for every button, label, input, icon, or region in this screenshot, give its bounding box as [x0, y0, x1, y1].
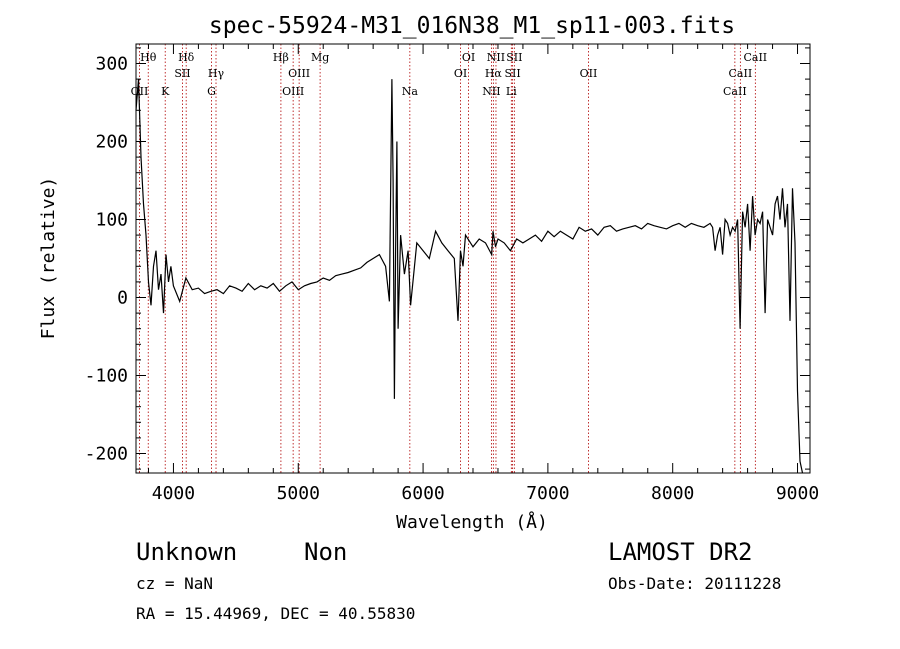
- marker-label-6: G: [207, 85, 216, 98]
- y-tick-label-1: -100: [85, 366, 128, 387]
- x-tick-label-4: 8000: [651, 483, 694, 504]
- y-tick-label-4: 200: [95, 132, 128, 153]
- marker-label-21: CaII: [743, 51, 767, 64]
- y-axis-label: Flux (relative): [38, 177, 59, 340]
- survey-name: LAMOST DR2: [608, 538, 753, 566]
- marker-label-4: SII: [174, 67, 190, 80]
- marker-label-14: NII: [487, 51, 505, 64]
- marker-label-22: CaII: [729, 67, 753, 80]
- y-tick-label-0: -200: [85, 444, 128, 465]
- x-tick-label-3: 7000: [526, 483, 569, 504]
- chart-title: spec-55924-M31_016N38_M1_sp11-003.fits: [209, 13, 735, 39]
- marker-label-16: NII: [482, 85, 500, 98]
- marker-label-8: Mg: [311, 51, 329, 64]
- object-class: Unknown: [136, 538, 238, 566]
- obs-date: Obs-Date: 20111228: [608, 574, 782, 593]
- redshift-readout: cz = NaN: [136, 574, 214, 593]
- x-tick-label-2: 6000: [401, 483, 444, 504]
- x-axis-label: Wavelength (Å): [396, 511, 548, 533]
- marker-label-3: K: [161, 85, 170, 98]
- marker-label-9: OIII: [288, 67, 310, 80]
- marker-label-13: OI: [454, 67, 467, 80]
- marker-label-10: OIII: [282, 85, 304, 98]
- marker-label-15: Hα: [485, 67, 503, 80]
- marker-label-20: OII: [580, 67, 598, 80]
- y-tick-label-3: 100: [95, 210, 128, 231]
- marker-label-1: OII: [131, 85, 149, 98]
- spectral-line-markers: [139, 44, 756, 473]
- series-layer: [135, 79, 804, 474]
- marker-label-23: CaII: [723, 85, 747, 98]
- marker-label-7: Hβ: [273, 51, 289, 64]
- marker-label-2: Hδ: [178, 51, 195, 64]
- coordinates: RA = 15.44969, DEC = 40.55830: [136, 604, 416, 623]
- x-tick-label-1: 5000: [277, 483, 320, 504]
- object-subclass: Non: [304, 538, 348, 566]
- x-tick-label-5: 9000: [776, 483, 819, 504]
- marker-label-17: SII: [506, 51, 522, 64]
- marker-label-12: OI: [462, 51, 475, 64]
- axis-ticks: 4000 5000 6000 7000 8000 9000 -200 -100 0 100 200 3…: [85, 44, 819, 504]
- series-line-0: [135, 79, 804, 474]
- y-tick-label-5: 300: [95, 54, 128, 75]
- marker-label-0: Hθ: [140, 51, 157, 64]
- marker-label-11: Na: [402, 85, 419, 98]
- y-tick-label-2: 0: [117, 288, 128, 309]
- marker-label-5: Hγ: [208, 67, 225, 80]
- plot-frame: [135, 43, 811, 474]
- marker-label-18: SII: [504, 67, 520, 80]
- x-tick-label-0: 4000: [152, 483, 195, 504]
- marker-label-19: Li: [506, 85, 517, 98]
